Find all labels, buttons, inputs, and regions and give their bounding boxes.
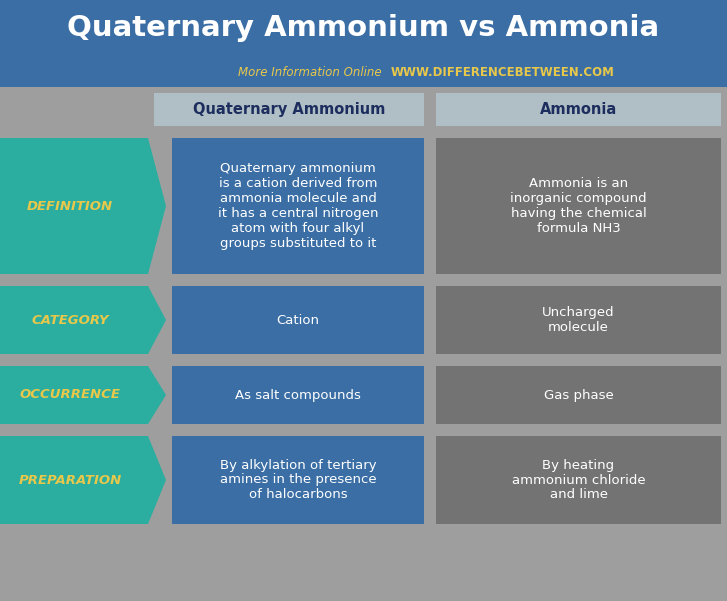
Text: Quaternary Ammonium: Quaternary Ammonium (193, 102, 385, 117)
Bar (436, 286, 721, 354)
Text: DEFINITION: DEFINITION (27, 200, 113, 213)
Bar (436, 366, 721, 424)
Polygon shape (0, 286, 166, 354)
Text: Uncharged
molecule: Uncharged molecule (542, 306, 615, 334)
Text: Ammonia is an
inorganic compound
having the chemical
formula NH3: Ammonia is an inorganic compound having … (510, 177, 647, 235)
Bar (0, 57, 727, 87)
Bar (172, 366, 424, 424)
Polygon shape (0, 138, 166, 274)
Text: Ammonia: Ammonia (540, 102, 617, 117)
Bar (172, 436, 424, 524)
Bar (154, 93, 424, 126)
Bar (0, 0, 727, 57)
Text: Cation: Cation (276, 314, 319, 326)
Bar (172, 286, 424, 354)
Bar (172, 138, 424, 274)
Text: Quaternary ammonium
is a cation derived from
ammonia molecule and
it has a centr: Quaternary ammonium is a cation derived … (218, 162, 378, 250)
Text: By heating
ammonium chloride
and lime: By heating ammonium chloride and lime (512, 459, 646, 501)
Bar (436, 138, 721, 274)
Bar (436, 93, 721, 126)
Text: Quaternary Ammonium vs Ammonia: Quaternary Ammonium vs Ammonia (68, 14, 659, 43)
Text: OCCURRENCE: OCCURRENCE (20, 388, 121, 401)
Polygon shape (0, 366, 166, 424)
Text: More Information Online: More Information Online (238, 66, 389, 79)
Text: WWW.DIFFERENCEBETWEEN.COM: WWW.DIFFERENCEBETWEEN.COM (390, 66, 614, 79)
Polygon shape (0, 436, 166, 524)
Text: Gas phase: Gas phase (544, 388, 614, 401)
Bar (436, 436, 721, 524)
Text: By alkylation of tertiary
amines in the presence
of halocarbons: By alkylation of tertiary amines in the … (220, 459, 377, 501)
Text: As salt compounds: As salt compounds (235, 388, 361, 401)
Text: CATEGORY: CATEGORY (31, 314, 109, 326)
Text: PREPARATION: PREPARATION (18, 474, 121, 486)
